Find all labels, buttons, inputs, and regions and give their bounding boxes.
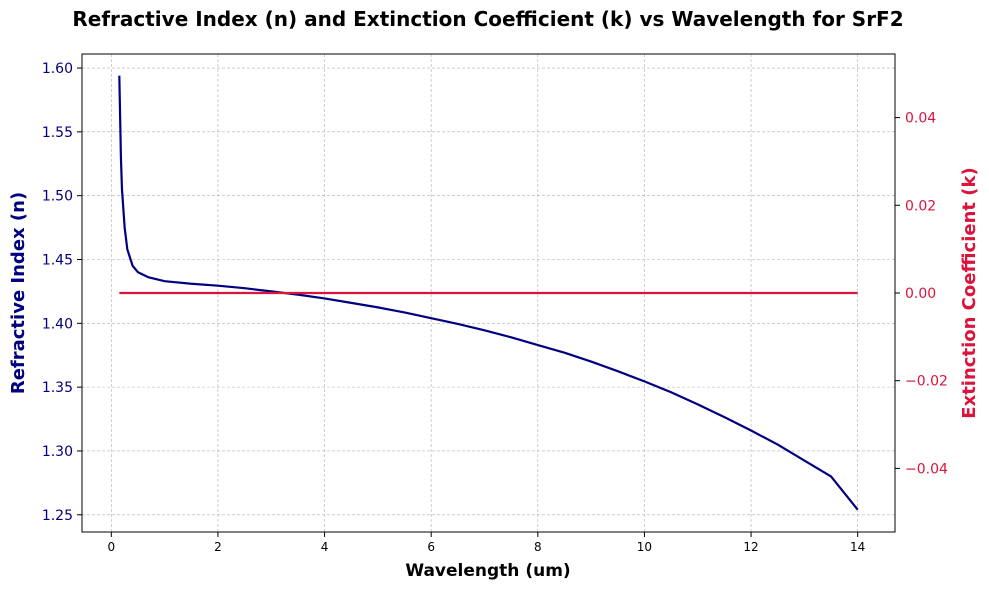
x-tick-label: 14 [850, 540, 865, 554]
y-tick-label: 1.55 [42, 125, 73, 141]
x-tick-label: 6 [427, 540, 435, 554]
y2-tick-label: 0.04 [905, 111, 936, 127]
y-axis-left: 1.25 1.30 1.35 1.40 1.45 1.50 1.55 1.60 [42, 61, 82, 524]
grid-lines [82, 54, 895, 532]
y-axis-right: −0.04 −0.02 0.00 0.02 0.04 [895, 111, 948, 477]
y2-tick-label: −0.02 [905, 374, 948, 390]
y-axis-right-label: Extinction Coefficient (k) [959, 167, 980, 418]
y-tick-label: 1.25 [42, 508, 73, 524]
x-axis: 0 2 4 6 8 10 12 14 [108, 532, 865, 554]
y-tick-label: 1.45 [42, 252, 73, 268]
x-tick-label: 0 [108, 540, 116, 554]
y-tick-label: 1.50 [42, 189, 73, 205]
x-axis-label: Wavelength (um) [405, 561, 570, 581]
y-tick-label: 1.60 [42, 61, 73, 77]
series-line-n [118, 75, 859, 511]
x-tick-label: 12 [743, 540, 758, 554]
x-tick-label: 10 [637, 540, 652, 554]
y-tick-label: 1.35 [42, 380, 73, 396]
x-tick-label: 8 [534, 540, 542, 554]
y-tick-label: 1.40 [42, 316, 73, 332]
y2-tick-label: 0.02 [905, 198, 936, 214]
y2-tick-label: −0.04 [905, 461, 948, 477]
y-axis-left-label: Refractive Index (n) [8, 192, 29, 394]
y2-tick-label: 0.00 [905, 286, 936, 302]
chart-title: Refractive Index (n) and Extinction Coef… [72, 7, 903, 31]
x-tick-label: 2 [214, 540, 222, 554]
x-tick-label: 4 [321, 540, 329, 554]
y-tick-label: 1.30 [42, 444, 73, 460]
